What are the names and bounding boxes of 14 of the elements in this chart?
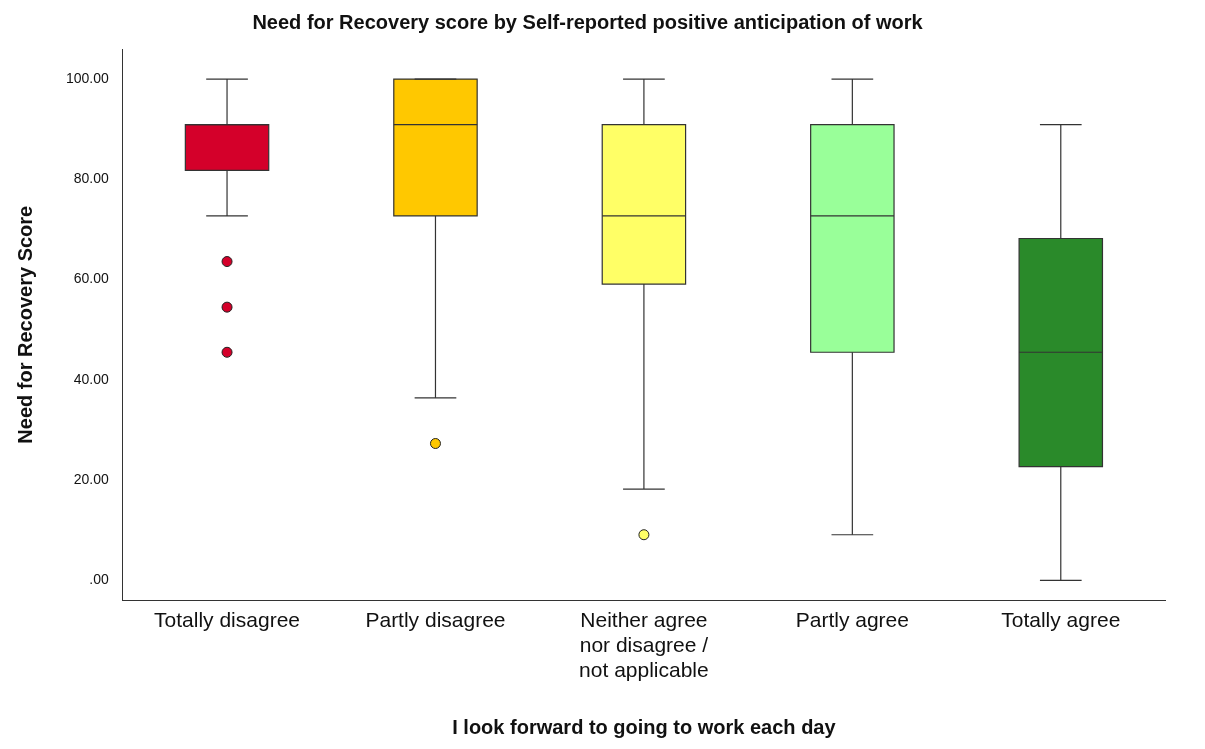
y-axis-title: Need for Recovery Score — [13, 205, 36, 444]
y-tick-label: 60.00 — [73, 270, 110, 287]
x-tick-label: Partly agree — [795, 607, 909, 631]
x-tick-label: Neither agree nor disagree / not applicable — [579, 607, 709, 682]
y-tick-label: .00 — [89, 571, 110, 588]
x-tick-label: Totally agree — [1001, 607, 1121, 631]
y-tick-label: 100.00 — [65, 69, 110, 86]
y-tick-label: 20.00 — [73, 470, 110, 487]
x-tick-label: Partly disagree — [365, 607, 506, 631]
y-tick-label: 80.00 — [73, 170, 110, 187]
chart-title: Need for Recovery score by Self-reported positive anticipation of work — [252, 10, 924, 33]
x-tick-label: Totally disagree — [154, 607, 300, 631]
x-axis-title: I look forward to going to work each day — [452, 715, 837, 738]
y-tick-label: 40.00 — [73, 370, 110, 387]
